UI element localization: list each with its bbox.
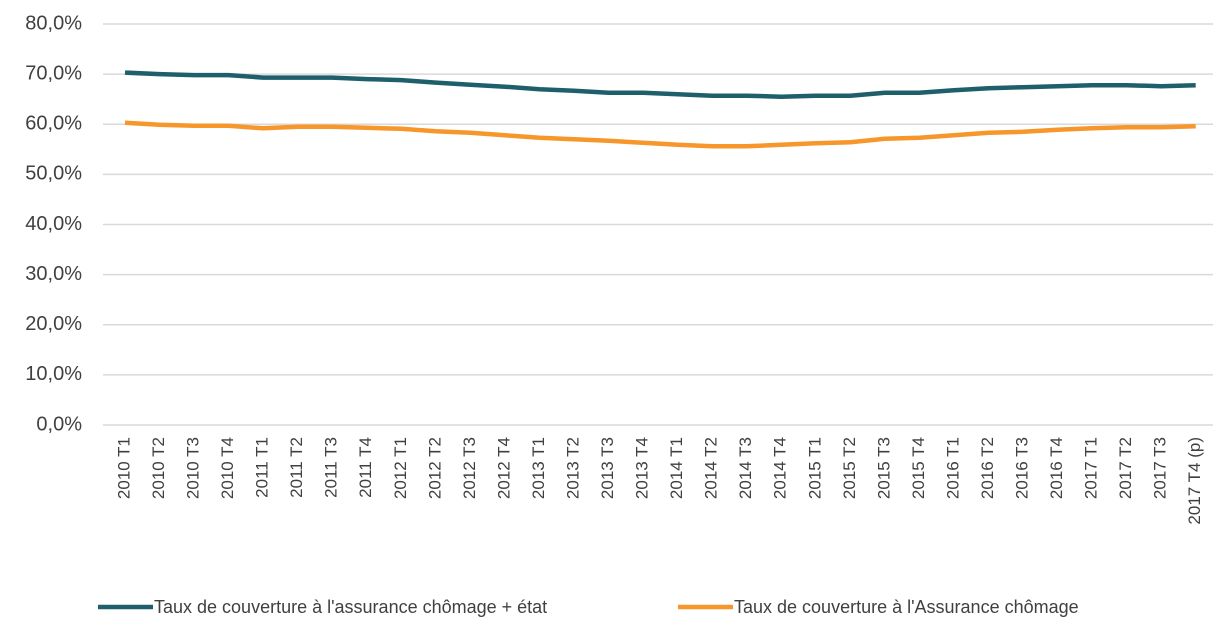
legend-label: Taux de couverture à l'Assurance chômage <box>734 597 1079 617</box>
y-tick-label: 40,0% <box>25 213 82 235</box>
x-tick-label: 2013 T3 <box>598 437 617 499</box>
x-tick-label: 2010 T2 <box>149 437 168 499</box>
y-tick-label: 50,0% <box>25 163 82 185</box>
x-tick-label: 2014 T1 <box>667 437 686 499</box>
x-tick-label: 2010 T4 <box>218 437 237 499</box>
x-tick-label: 2014 T4 <box>771 437 790 499</box>
x-tick-label: 2011 T3 <box>322 437 341 498</box>
x-tick-label: 2015 T4 <box>909 437 928 499</box>
x-tick-label: 2015 T1 <box>805 437 824 499</box>
line <box>124 70 1196 99</box>
legend-label: Taux de couverture à l'assurance chômage… <box>154 597 547 617</box>
x-tick-label: 2013 T1 <box>529 437 548 499</box>
x-tick-label: 2010 T1 <box>114 437 133 499</box>
x-tick-label: 2014 T3 <box>736 437 755 499</box>
x-tick-label: 2016 T4 <box>1047 437 1066 499</box>
line <box>124 120 1196 149</box>
x-tick-label: 2015 T2 <box>840 437 859 499</box>
x-tick-label: 2017 T3 <box>1151 437 1170 499</box>
x-tick-label: 2013 T2 <box>563 437 582 499</box>
x-tick-label: 2012 T1 <box>391 437 410 499</box>
x-tick-label: 2011 T2 <box>287 437 306 498</box>
x-tick-label: 2011 T1 <box>253 437 272 498</box>
x-tick-label: 2014 T2 <box>702 437 721 499</box>
y-tick-label: 0,0% <box>36 413 82 435</box>
y-tick-label: 70,0% <box>25 62 82 84</box>
x-tick-label: 2013 T4 <box>633 437 652 499</box>
x-tick-label: 2017 T4 (p) <box>1185 437 1204 525</box>
y-tick-label: 80,0% <box>25 12 82 34</box>
x-tick-label: 2012 T2 <box>425 437 444 499</box>
x-tick-label: 2010 T3 <box>184 437 203 499</box>
x-tick-label: 2011 T4 <box>356 437 375 498</box>
x-tick-label: 2012 T3 <box>460 437 479 499</box>
y-tick-label: 60,0% <box>25 113 82 135</box>
y-tick-label: 30,0% <box>25 263 82 285</box>
x-tick-label: 2016 T2 <box>978 437 997 499</box>
x-tick-label: 2012 T4 <box>494 437 513 499</box>
x-tick-label: 2016 T1 <box>943 437 962 499</box>
y-tick-label: 10,0% <box>25 363 82 385</box>
y-tick-label: 20,0% <box>25 313 82 335</box>
x-tick-label: 2017 T1 <box>1082 437 1101 499</box>
x-tick-label: 2017 T2 <box>1116 437 1135 499</box>
x-tick-label: 2015 T3 <box>874 437 893 499</box>
x-tick-label: 2016 T3 <box>1013 437 1032 499</box>
